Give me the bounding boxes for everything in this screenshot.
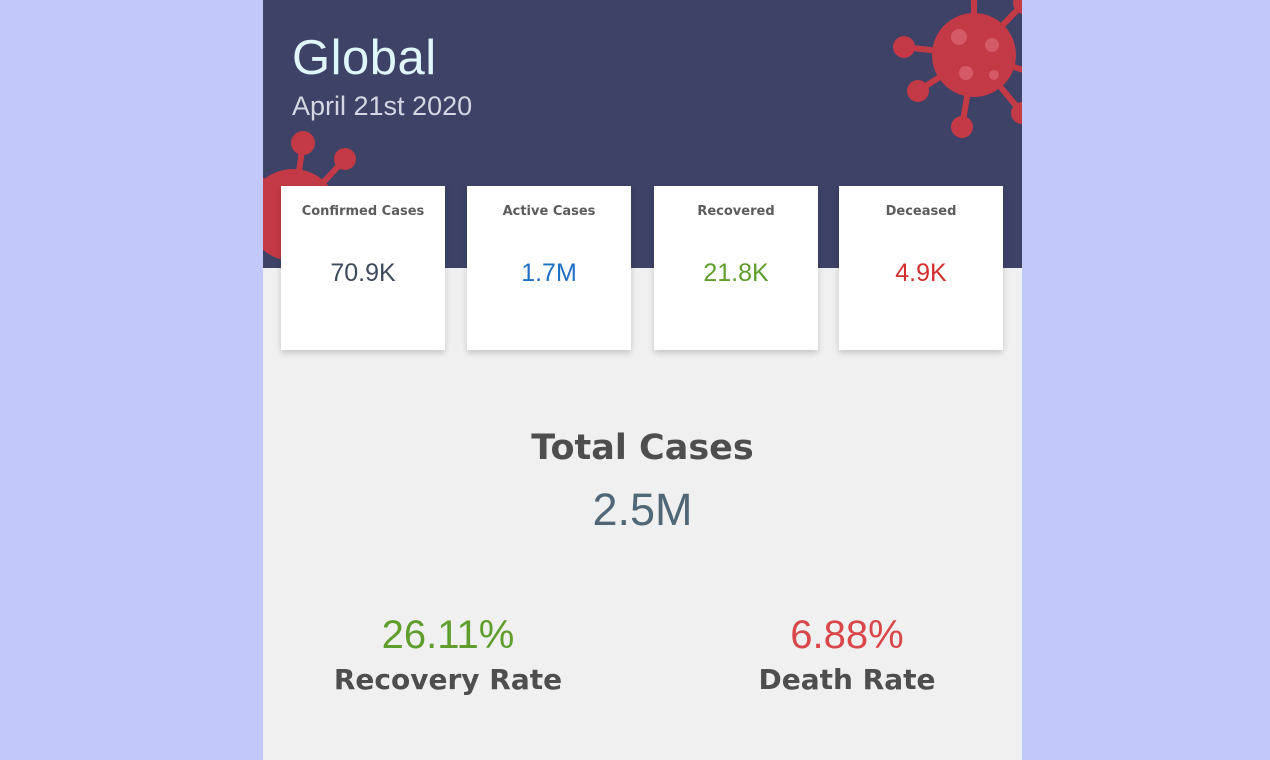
recovered-card: Recovered 21.8K: [654, 186, 818, 350]
recovery-rate-label: Recovery Rate: [333, 663, 563, 696]
death-rate-block: 6.88% Death Rate: [717, 612, 977, 700]
deceased-card: Deceased 4.9K: [839, 186, 1003, 350]
card-label: Recovered: [697, 204, 775, 219]
page-title: Global: [292, 31, 437, 85]
active-cases-card: Active Cases 1.7M: [467, 186, 631, 350]
virus-icon: [893, 0, 1022, 138]
stats-panel: Global April 21st 2020 Confirmed Cases 7…: [263, 0, 1022, 760]
card-label: Active Cases: [502, 204, 596, 219]
date-label: April 21st 2020: [292, 91, 473, 121]
card-value: 4.9K: [895, 259, 947, 287]
death-rate-label: Death Rate: [758, 663, 936, 696]
card-value: 21.8K: [703, 259, 769, 287]
recovery-rate-block: 26.11% Recovery Rate: [318, 612, 578, 700]
total-cases-value: 2.5M: [592, 484, 693, 535]
card-value: 70.9K: [330, 259, 396, 287]
total-cases-label: Total Cases: [531, 428, 754, 468]
card-label: Confirmed Cases: [301, 204, 425, 219]
confirmed-cases-card: Confirmed Cases 70.9K: [281, 186, 445, 350]
death-rate-value: 6.88%: [790, 613, 904, 657]
recovery-rate-value: 26.11%: [381, 613, 515, 657]
card-label: Deceased: [885, 204, 957, 219]
card-value: 1.7M: [521, 259, 577, 287]
